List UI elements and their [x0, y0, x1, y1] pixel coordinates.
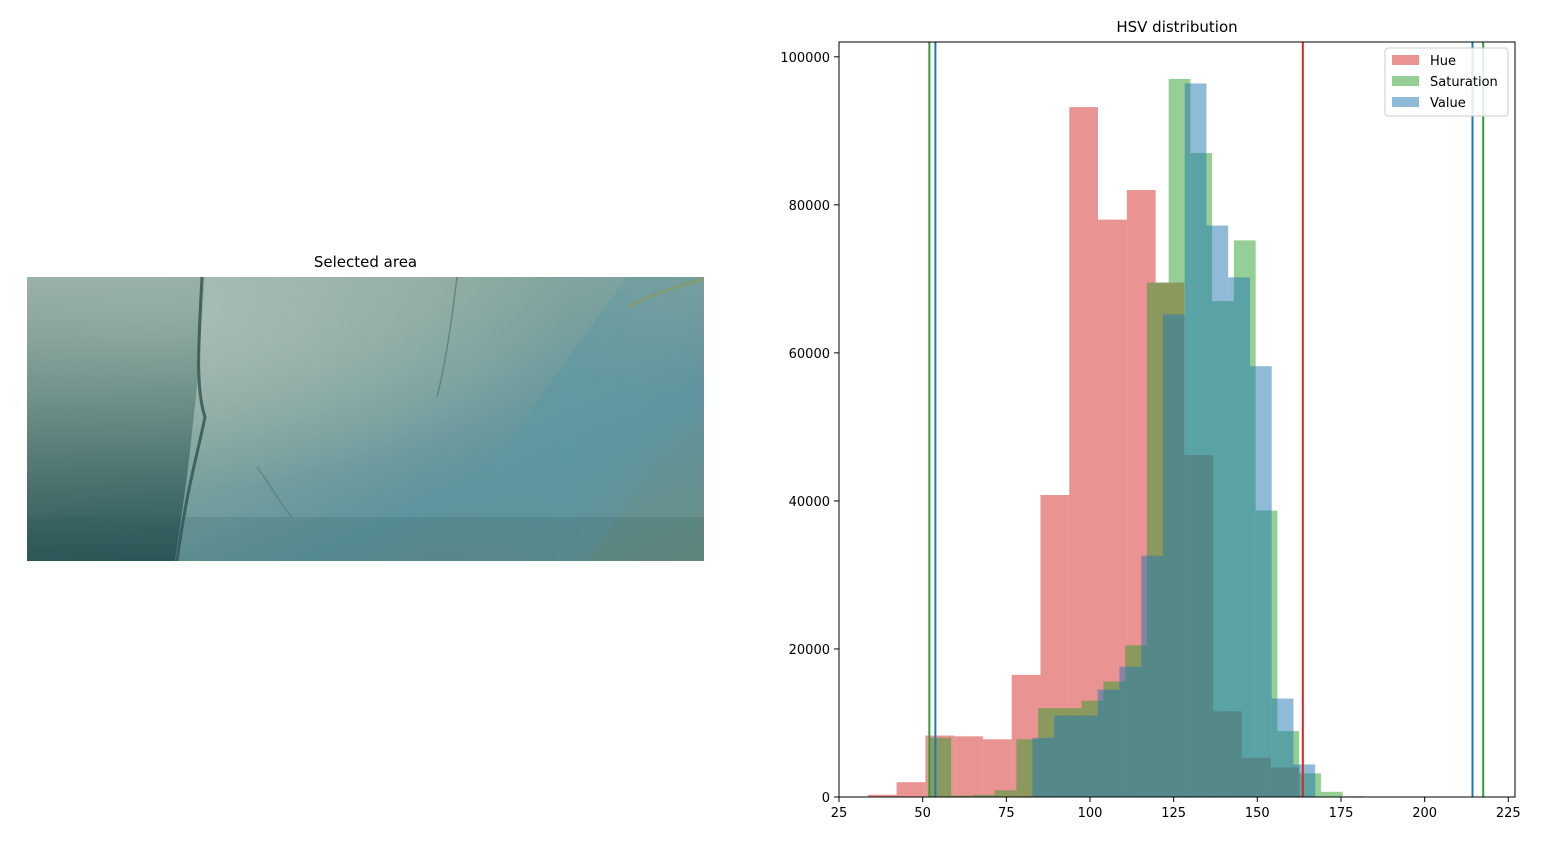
- value-bar-5: [1141, 555, 1163, 797]
- value-bar-6: [1162, 314, 1185, 797]
- y-tick-label: 80000: [789, 199, 830, 214]
- y-tick-label: 20000: [789, 643, 830, 658]
- saturation-bar-3: [994, 790, 1017, 797]
- value-bar-7: [1184, 83, 1207, 797]
- hue-bar-0: [867, 794, 897, 797]
- y-tick-label: 100000: [780, 51, 830, 66]
- saturation-bar-18: [1320, 791, 1343, 797]
- selected-area-image: [27, 277, 704, 561]
- legend-swatch-hue: [1392, 55, 1419, 65]
- hue-bar-3: [954, 736, 983, 797]
- legend: Hue Saturation Value: [1384, 47, 1509, 117]
- x-tick-label: 150: [1245, 806, 1270, 821]
- hue-bar-4: [982, 739, 1012, 797]
- x-tick-label: 200: [1412, 806, 1437, 821]
- legend-label-hue: Hue: [1430, 54, 1456, 69]
- saturation-bar-0: [929, 737, 952, 797]
- value-bar-4: [1119, 666, 1142, 797]
- value-bar-10: [1249, 366, 1272, 797]
- plot-frame: [838, 41, 1516, 798]
- selected-area-picture: [27, 277, 704, 561]
- x-tick-label: 225: [1496, 806, 1521, 821]
- image-panel-title: Selected area: [313, 253, 418, 271]
- y-tick-label: 60000: [789, 347, 830, 362]
- hue-bar-7: [1069, 107, 1099, 797]
- saturation-bar-1: [951, 795, 973, 797]
- x-tick-label: 100: [1078, 806, 1103, 821]
- value-bar-9: [1228, 277, 1250, 798]
- x-tick-label: 50: [914, 806, 931, 821]
- x-tick-label: 25: [831, 806, 848, 821]
- value-bar-2: [1075, 715, 1098, 797]
- y-tick-label: 0: [822, 791, 830, 806]
- value-bar-8: [1206, 225, 1229, 798]
- saturation-bar-2: [972, 794, 995, 797]
- x-tick-label: 75: [998, 806, 1015, 821]
- value-bar-0: [1032, 737, 1055, 797]
- hue-bar-1: [896, 782, 926, 797]
- value-bar-3: [1097, 689, 1120, 797]
- value-bar-12: [1293, 764, 1316, 797]
- x-tick-label: 125: [1161, 806, 1186, 821]
- y-tick-label: 40000: [789, 495, 830, 510]
- legend-swatch-saturation: [1392, 76, 1419, 86]
- value-bar-1: [1054, 715, 1076, 797]
- chart-title: HSV distribution: [1116, 18, 1238, 36]
- legend-label-value: Value: [1430, 96, 1466, 111]
- x-tick-label: 175: [1329, 806, 1354, 821]
- legend-swatch-value: [1392, 97, 1419, 107]
- value-bar-11: [1271, 698, 1294, 797]
- legend-label-saturation: Saturation: [1430, 75, 1498, 90]
